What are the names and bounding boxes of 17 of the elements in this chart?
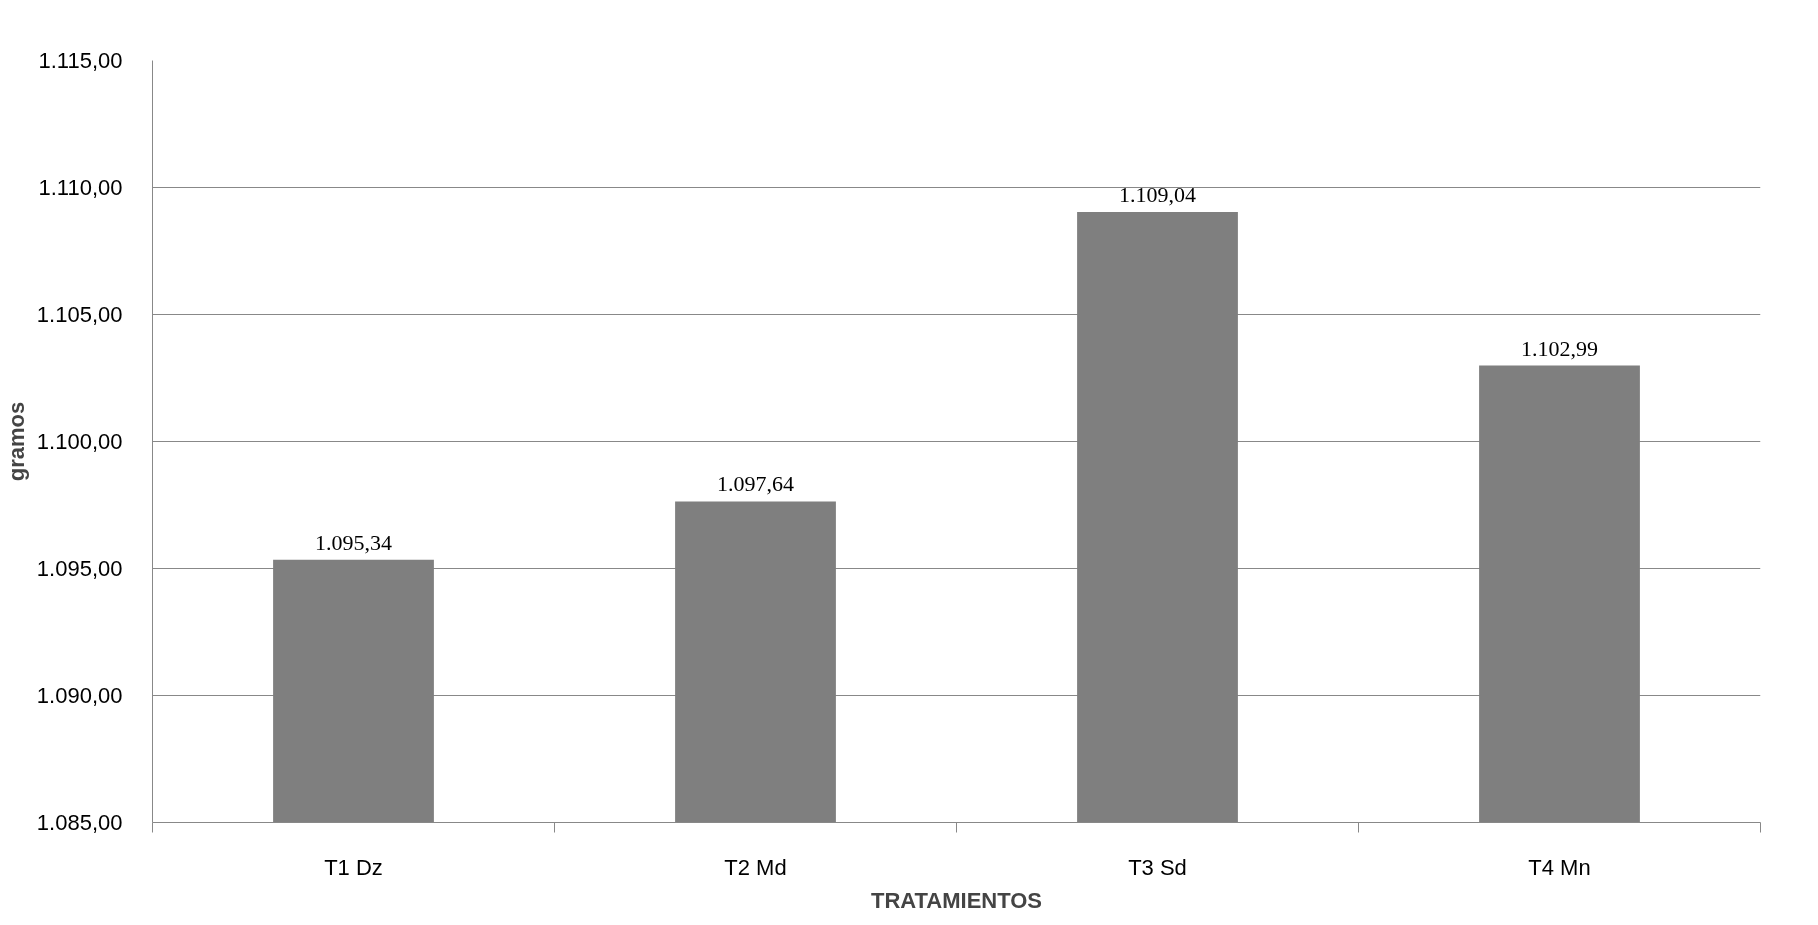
y-tick-label: 1.115,00 — [38, 48, 123, 73]
y-tick-label: 1.105,00 — [36, 302, 123, 327]
y-axis-title: gramos — [3, 401, 29, 482]
y-tick-label: 1.085,00 — [36, 810, 123, 835]
x-axis-title: TRATAMIENTOS — [870, 887, 1043, 913]
y-tick-label: 1.095,00 — [36, 556, 123, 581]
y-tick-label: 1.100,00 — [36, 429, 123, 454]
y-tick-label: 1.110,00 — [38, 175, 123, 200]
data-label: 1.097,64 — [717, 471, 794, 497]
data-label: 1.095,34 — [315, 529, 392, 555]
x-tick-label: T4 Mn — [1528, 854, 1591, 880]
data-label: 1.109,04 — [1119, 181, 1196, 207]
x-tick-label: T1 Dz — [324, 854, 383, 880]
x-tick-label: T3 Sd — [1128, 854, 1187, 880]
data-label: 1.102,99 — [1521, 335, 1598, 361]
y-tick-label: 1.090,00 — [36, 683, 123, 708]
x-tick-label: T2 Md — [724, 854, 787, 880]
